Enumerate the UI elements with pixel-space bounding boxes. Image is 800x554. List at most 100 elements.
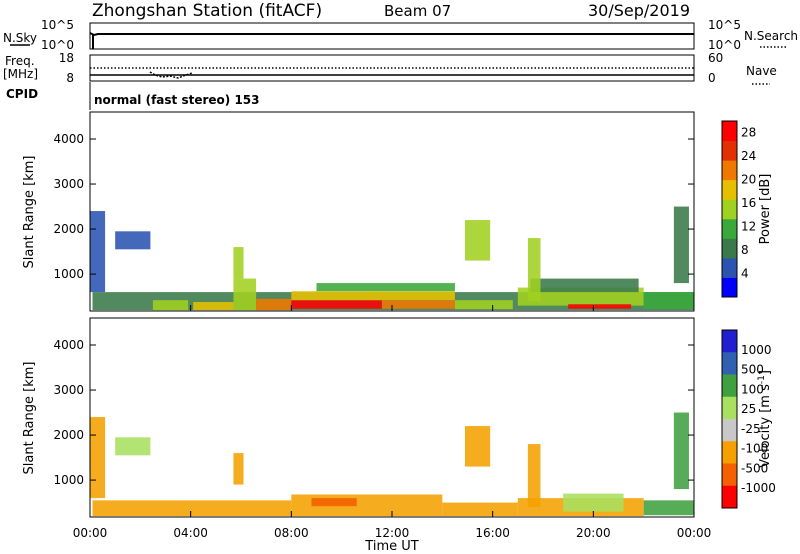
freq-panel (89, 54, 695, 82)
nave-tick-bottom: 0 (708, 71, 716, 85)
power-scatter-region (464, 220, 491, 261)
velocity-colorbar-tick: 1000 (741, 343, 772, 357)
power-colorbar-segment (722, 199, 737, 220)
power-scatter-region (193, 301, 234, 311)
power-colorbar-segment (722, 140, 737, 161)
y-tick-label: 3000 (53, 383, 84, 397)
x-tick-label: 12:00 (375, 526, 410, 540)
velocity-scatter-region (115, 437, 151, 456)
velocity-colorbar-tick: 25 (741, 402, 756, 416)
x-tick-label: 20:00 (576, 526, 611, 540)
velocity-panel: 1000 2000 3000 4000 (53, 317, 695, 518)
power-scatter-region (527, 238, 541, 302)
nsky-label: N.Sky (3, 31, 37, 45)
power-scatter-region (291, 291, 455, 301)
nsearch-label: N.Search (744, 29, 798, 43)
power-colorbar-segment (722, 257, 737, 278)
velocity-colorbar-segment (722, 419, 737, 442)
power-colorbar-segment (722, 277, 737, 298)
time-axis-label: Time UT (364, 539, 418, 554)
power-scatter-region (454, 300, 513, 310)
velocity-colorbar-label: Velocity [m s-1] (757, 370, 773, 468)
power-scatter-region (90, 211, 106, 293)
power-scatter-region (643, 292, 694, 310)
velocity-scatter-region (527, 444, 541, 508)
nave-tick-top: 60 (708, 51, 723, 65)
velocity-colorbar-segment (722, 485, 737, 509)
power-scatter-region (256, 298, 292, 311)
y-tick-label: 4000 (53, 338, 84, 352)
x-tick-label: 04:00 (173, 526, 208, 540)
velocity-scatter-region (92, 500, 292, 517)
power-scatter-region (530, 278, 639, 293)
velocity-colorbar-segment (722, 396, 737, 420)
velocity-colorbar-segment (722, 330, 737, 353)
nsearch-tick-bottom: 10^0 (708, 38, 741, 52)
power-scatter-region (291, 300, 382, 309)
power-ylabel: Slant Range [km] (22, 156, 37, 269)
velocity-colorbar-tick: -25 (741, 422, 761, 436)
velocity-colorbar-tick: 500 (741, 363, 764, 377)
nsky-trace (89, 32, 694, 37)
y-tick-label: 1000 (53, 267, 84, 281)
y-tick-label: 4000 (53, 132, 84, 146)
station-title: Zhongshan Station (fitACF) (92, 1, 322, 21)
nsky-tick-top: 10^5 (41, 18, 74, 32)
power-panel: 1000 2000 3000 4000 (53, 111, 695, 312)
power-scatter-region (316, 283, 455, 292)
time-axis: 00:00 04:00 08:00 12:00 16:00 20:00 00:00 (73, 305, 712, 540)
power-colorbar-label: Power [dB] (758, 174, 773, 245)
velocity-colorbar-tick: 100 (741, 382, 764, 396)
freq-unit-label: [MHz] (3, 67, 38, 81)
power-scatter-region (115, 231, 151, 250)
velocity-colorbar-segment (722, 352, 737, 375)
velocity-scatter-region (442, 502, 518, 517)
date-label: 30/Sep/2019 (588, 1, 690, 20)
power-scatter-region (568, 304, 632, 309)
freq-tick-bottom: 8 (66, 71, 74, 85)
y-tick-label: 1000 (53, 473, 84, 487)
freq-label: Freq. (5, 54, 35, 68)
power-colorbar-segment (722, 160, 737, 181)
power-colorbar-tick: 8 (741, 243, 749, 257)
nsky-tick-bottom: 10^0 (41, 38, 74, 52)
velocity-scatter-region (311, 498, 357, 507)
y-tick-label: 2000 (53, 428, 84, 442)
velocity-colorbar: 1000 500 100 25 -25 -100 -500 -1000 (721, 329, 776, 509)
velocity-scatter-region (90, 417, 106, 499)
y-tick-label: 3000 (53, 177, 84, 191)
nave-label: Nave (746, 64, 777, 78)
power-colorbar-segment (722, 179, 737, 200)
power-scatter-region (381, 300, 455, 309)
power-colorbar-tick: 12 (741, 220, 756, 234)
power-colorbar-segment (722, 218, 737, 239)
x-tick-label: 00:00 (73, 526, 108, 540)
velocity-colorbar-tick: -100 (741, 442, 768, 456)
freq-tick-top: 18 (59, 51, 74, 65)
power-scatter-region (673, 206, 689, 284)
velocity-ylabel: Slant Range [km] (22, 362, 37, 475)
power-colorbar-tick: 4 (741, 267, 749, 281)
power-scatter-region (233, 278, 257, 311)
velocity-colorbar-tick: -1000 (741, 481, 776, 495)
power-colorbar: 4 8 12 16 20 24 28 (721, 120, 756, 298)
x-tick-label: 00:00 (677, 526, 712, 540)
velocity-colorbar-tick: -500 (741, 461, 768, 475)
power-colorbar-tick: 20 (741, 173, 756, 187)
cpid-label: CPID (6, 87, 38, 101)
y-tick-label: 2000 (53, 222, 84, 236)
beam-label: Beam 07 (384, 2, 451, 20)
velocity-scatter-region (643, 500, 694, 516)
power-colorbar-segment (722, 238, 737, 259)
cpid-text: normal (fast stereo) 153 (94, 93, 260, 107)
velocity-colorbar-segment (722, 463, 737, 487)
nsearch-tick-top: 10^5 (708, 18, 741, 32)
velocity-scatter-region (464, 426, 491, 467)
x-tick-label: 16:00 (475, 526, 510, 540)
velocity-scatter-region (673, 412, 689, 490)
velocity-colorbar-segment (722, 441, 737, 464)
velocity-scatter-region (563, 493, 624, 512)
power-scatter-region (152, 300, 189, 311)
power-colorbar-tick: 16 (741, 196, 756, 210)
